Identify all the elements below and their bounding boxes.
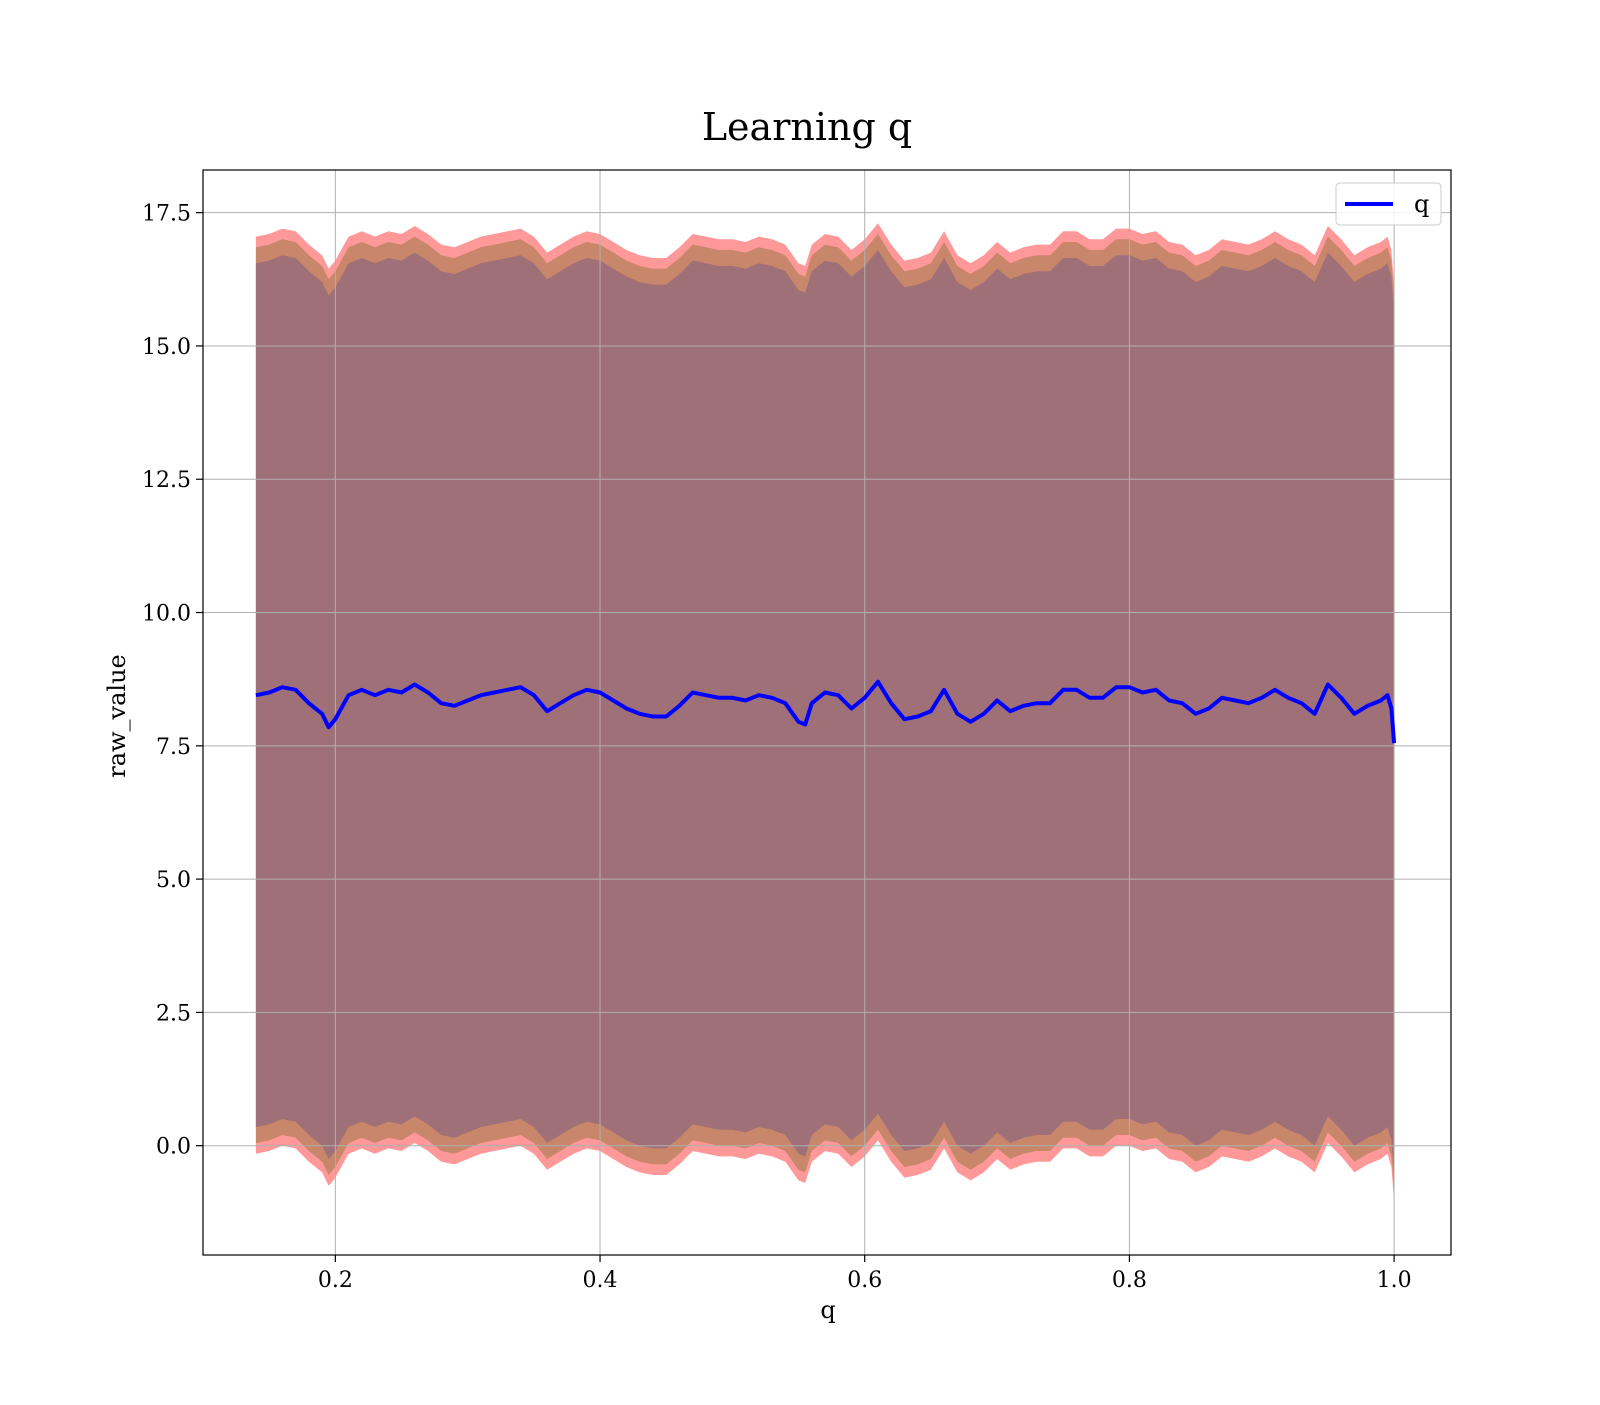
y-tick-label: 10.0 xyxy=(142,602,191,627)
y-tick-label: 0.0 xyxy=(156,1135,191,1160)
y-tick-label: 15.0 xyxy=(142,335,191,360)
y-tick-label: 2.5 xyxy=(156,1001,191,1026)
x-tick-label: 0.4 xyxy=(583,1268,618,1293)
legend: q xyxy=(1335,182,1442,226)
series-lines xyxy=(255,679,1397,744)
legend-label-q: q xyxy=(1414,190,1429,218)
band-inner xyxy=(255,250,1395,1175)
x-tick-label: 0.2 xyxy=(318,1268,353,1293)
x-axis-ticks: 0.2 0.4 0.6 0.8 1.0 xyxy=(318,1255,1412,1293)
x-tick-label: 0.8 xyxy=(1112,1268,1147,1293)
confidence-bands xyxy=(255,223,1395,1202)
y-tick-label: 17.5 xyxy=(142,202,191,227)
x-tick-label: 1.0 xyxy=(1377,1268,1412,1293)
x-axis-label: q xyxy=(820,1296,835,1324)
series-line-q xyxy=(255,679,1397,744)
grid-lines xyxy=(203,170,1451,1255)
chart-title: Learning q xyxy=(702,105,912,149)
x-tick-label: 0.6 xyxy=(847,1268,882,1293)
y-axis-label: raw_value xyxy=(103,654,131,778)
y-tick-label: 12.5 xyxy=(142,468,191,493)
plot-area-frame xyxy=(202,169,1452,1256)
y-axis-ticks: 0.0 2.5 5.0 7.5 10.0 12.5 15.0 17.5 xyxy=(142,202,203,1160)
y-tick-label: 5.0 xyxy=(156,868,191,893)
y-tick-label: 7.5 xyxy=(156,735,191,760)
